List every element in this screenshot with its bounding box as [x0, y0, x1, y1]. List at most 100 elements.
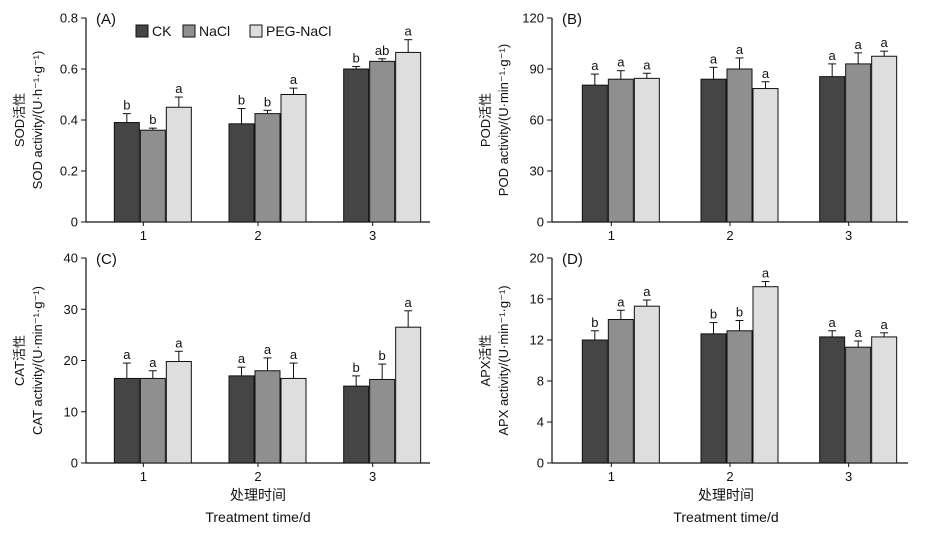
x-tick-label: 2 — [726, 228, 733, 243]
bar-ck-2 — [700, 78, 727, 223]
bar-nacl-2 — [254, 370, 281, 464]
legend-swatch — [182, 24, 196, 38]
panel-label: (D) — [562, 251, 583, 268]
bar-ck-1 — [581, 339, 608, 464]
significance-letter: a — [829, 315, 837, 330]
bar-nacl-2 — [254, 113, 281, 223]
panel-3: 0 10 20 30 40 1 2 3 a a b a a b a a a (C) CAT活性 CAT activit… — [12, 251, 430, 484]
y-tick-label: 0.8 — [60, 11, 78, 26]
bar-nacl-3 — [845, 63, 872, 223]
bar-peg-nacl-3 — [395, 326, 422, 464]
bar-nacl-3 — [369, 378, 396, 464]
x-axis-title-en-left: Treatment time/d — [205, 509, 310, 525]
significance-letter: b — [353, 360, 360, 375]
significance-letter: a — [762, 66, 770, 81]
y-tick-label: 16 — [530, 292, 544, 307]
x-axis-title-cn-left: 处理时间 — [230, 487, 286, 503]
bar-peg-nacl-1 — [633, 305, 660, 464]
bar-ck-3 — [343, 385, 370, 464]
y-axis-title-en: SOD activity/(U·h⁻¹·g⁻¹) — [30, 51, 45, 190]
significance-letter: b — [591, 315, 598, 330]
y-tick-label: 0.6 — [60, 62, 78, 77]
y-axis-title-cn: APX活性 — [478, 334, 493, 386]
bar-ck-2 — [228, 123, 255, 223]
significance-letter: a — [643, 57, 651, 72]
x-tick-label: 2 — [254, 228, 261, 243]
x-axis-title-en-right: Treatment time/d — [673, 509, 778, 525]
bar-peg-nacl-2 — [280, 94, 307, 223]
y-tick-label: 0 — [537, 215, 544, 230]
bar-ck-1 — [113, 377, 140, 464]
legend-item-peg-nacl: PEG-NaCl — [249, 23, 331, 39]
panel-label: (C) — [96, 251, 117, 268]
legend-item-nacl: NaCl — [182, 23, 230, 39]
legend-swatch — [135, 24, 149, 38]
significance-letter: b — [238, 93, 245, 108]
significance-letter: a — [643, 284, 651, 299]
x-tick-label: 3 — [845, 228, 852, 243]
significance-letter: a — [736, 42, 744, 57]
y-tick-label: 30 — [64, 302, 78, 317]
bar-nacl-1 — [139, 377, 166, 464]
x-tick-label: 3 — [369, 228, 376, 243]
y-tick-label: 20 — [530, 251, 544, 266]
bar-peg-nacl-2 — [280, 377, 307, 464]
bar-peg-nacl-3 — [871, 55, 898, 223]
significance-letter: b — [123, 98, 130, 113]
significance-letter: a — [290, 72, 298, 87]
y-tick-label: 30 — [530, 164, 544, 179]
legend: CK NaCl PEG-NaCl — [135, 23, 331, 39]
significance-letter: a — [710, 51, 718, 66]
bar-ck-2 — [228, 375, 255, 464]
significance-letter: a — [149, 355, 157, 370]
significance-letter: b — [379, 348, 386, 363]
x-tick-label: 1 — [608, 469, 615, 484]
bar-peg-nacl-3 — [395, 51, 422, 223]
significance-letter: a — [175, 81, 183, 96]
significance-letter: b — [264, 94, 271, 109]
significance-letter: a — [264, 342, 272, 357]
x-tick-label: 3 — [369, 469, 376, 484]
y-tick-label: 0 — [71, 215, 78, 230]
significance-letter: a — [290, 347, 298, 362]
significance-letter: a — [829, 48, 837, 63]
y-axis-title-cn: SOD活性 — [12, 93, 27, 147]
significance-letter: a — [405, 295, 413, 310]
x-tick-label: 1 — [140, 228, 147, 243]
significance-letter: a — [591, 58, 599, 73]
bar-ck-1 — [113, 122, 140, 223]
significance-letter: a — [238, 351, 246, 366]
y-tick-label: 40 — [64, 251, 78, 266]
significance-letter: a — [617, 55, 625, 70]
y-tick-label: 12 — [530, 333, 544, 348]
panel-label: (B) — [562, 11, 582, 28]
y-axis-title-en: CAT activity/(U·min⁻¹·g⁻¹) — [30, 286, 45, 435]
bar-ck-2 — [700, 333, 727, 464]
x-tick-label: 3 — [845, 469, 852, 484]
legend-swatch — [249, 24, 263, 38]
y-tick-label: 0 — [537, 456, 544, 471]
bar-nacl-2 — [726, 68, 753, 223]
panel-label: (A) — [96, 11, 116, 28]
y-tick-label: 8 — [537, 374, 544, 389]
significance-letter: b — [149, 112, 156, 127]
bar-peg-nacl-1 — [165, 106, 192, 223]
significance-letter: a — [175, 335, 183, 350]
y-tick-label: 0.2 — [60, 164, 78, 179]
x-tick-label: 1 — [608, 228, 615, 243]
bar-ck-1 — [581, 84, 608, 223]
x-tick-label: 2 — [726, 469, 733, 484]
y-tick-label: 0.4 — [60, 113, 78, 128]
bar-ck-3 — [343, 68, 370, 223]
significance-letter: a — [405, 24, 413, 39]
significance-letter: b — [710, 307, 717, 322]
bar-nacl-2 — [726, 330, 753, 464]
significance-letter: b — [353, 50, 360, 65]
x-tick-label: 2 — [254, 469, 261, 484]
significance-letter: a — [617, 294, 625, 309]
y-axis-title-cn: CAT活性 — [12, 335, 27, 386]
significance-letter: a — [855, 37, 863, 52]
